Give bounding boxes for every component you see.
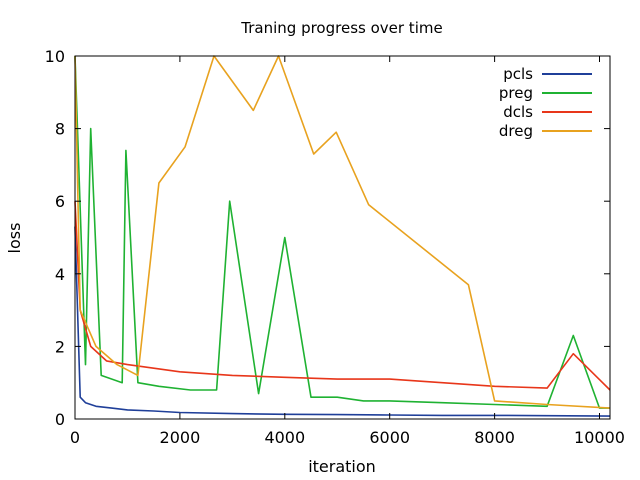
chart-title: Traning progress over time — [240, 19, 442, 37]
y-tick-label: 8 — [55, 120, 65, 139]
series-line-dcls — [74, 201, 611, 391]
series-line-pcls — [74, 226, 611, 417]
plot-frame — [74, 55, 611, 420]
x-tick-label: 10000 — [574, 428, 625, 447]
series-line-preg — [74, 55, 610, 409]
x-tick-label: 8000 — [474, 428, 515, 447]
legend-label-dcls: dcls — [503, 103, 533, 121]
x-axis-label: iteration — [308, 457, 376, 476]
series-line-dreg — [74, 55, 611, 409]
y-tick-label: 6 — [55, 192, 65, 211]
x-tick-label: 6000 — [369, 428, 410, 447]
y-axis-label: loss — [5, 223, 24, 254]
x-tick-label: 2000 — [160, 428, 201, 447]
y-tick-label: 0 — [55, 410, 65, 429]
y-tick-label: 2 — [55, 337, 65, 356]
legend-label-dreg: dreg — [499, 122, 533, 140]
series-layer — [74, 55, 611, 417]
legend-label-preg: preg — [499, 84, 533, 102]
x-tick-label: 0 — [70, 428, 80, 447]
y-tick-label: 4 — [55, 265, 65, 284]
y-tick-label: 10 — [45, 47, 65, 66]
ticks-layer: 0 2000 4000 6000 8000 10000 0 2 4 6 8 10 — [45, 47, 625, 447]
x-tick-label: 4000 — [264, 428, 305, 447]
legend-label-pcls: pcls — [503, 65, 533, 83]
